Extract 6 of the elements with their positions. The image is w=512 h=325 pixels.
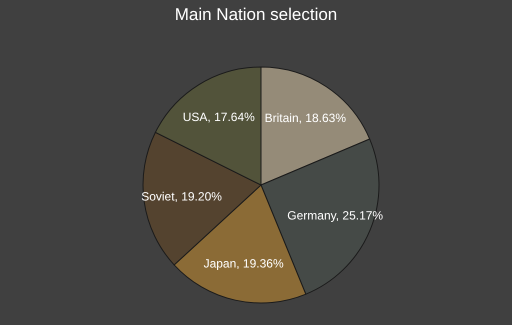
slice-label: Germany, 25.17% (287, 208, 384, 223)
slice-label: Soviet, 19.20% (141, 189, 222, 204)
slice-label: USA, 17.64% (182, 110, 256, 124)
chart-title: Main Nation selection (174, 4, 338, 26)
slice-label: Britain, 18.63% (264, 111, 346, 126)
slice-label: Japan, 19.36% (204, 256, 284, 270)
